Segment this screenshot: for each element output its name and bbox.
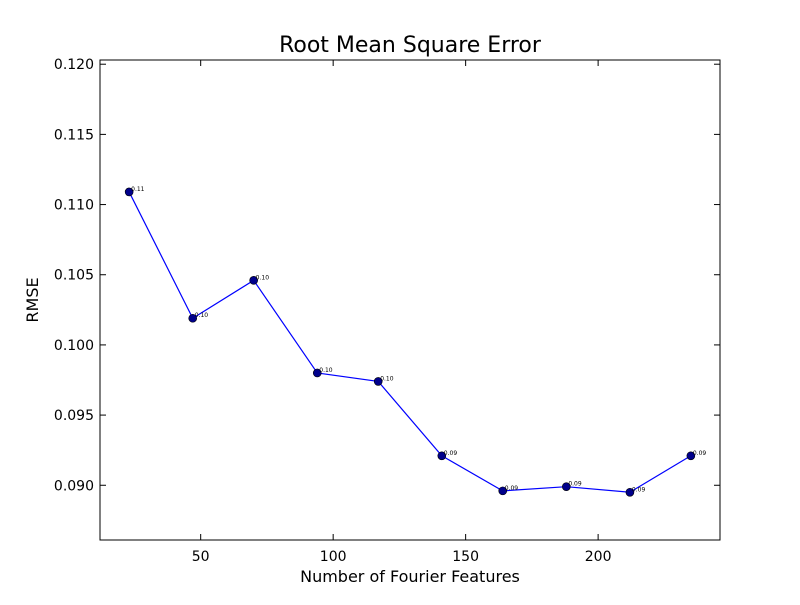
data-point-label: 0.10 (380, 375, 394, 382)
data-point (373, 377, 383, 386)
data-point (437, 451, 447, 461)
data-point (249, 276, 258, 285)
data-point (498, 486, 508, 496)
data-point-label: 0.09 (693, 450, 707, 457)
y-tick-label: 0.120 (54, 57, 94, 73)
data-point-label: 0.09 (568, 481, 582, 488)
x-tick-label: 50 (192, 549, 210, 565)
x-tick-label: 200 (585, 549, 612, 565)
chart-title: Root Mean Square Error (279, 33, 542, 58)
data-point-label: 0.09 (505, 485, 519, 492)
data-point-label: 0.09 (444, 450, 458, 457)
x-tick-label: 100 (320, 549, 347, 565)
y-tick-label: 0.110 (54, 198, 94, 214)
y-tick-label: 0.095 (54, 408, 94, 424)
y-axis-label: RMSE (23, 277, 42, 322)
data-point (312, 368, 322, 378)
y-tick-label: 0.115 (54, 127, 94, 143)
data-point-label: 0.10 (256, 274, 270, 281)
axis-ticks-layer: 50 100 150 200 0.090 0.095 0.100 0.105 0.110 0.11… (54, 57, 720, 565)
x-axis-label: Number of Fourier Features (300, 567, 520, 586)
plot-area-frame (99, 59, 721, 541)
y-tick-label: 0.100 (54, 338, 94, 354)
data-point-label: 0.11 (131, 186, 145, 193)
series-line (128, 191, 692, 493)
data-point (562, 482, 571, 491)
data-point (188, 313, 198, 323)
data-point-label: 0.10 (319, 367, 333, 374)
data-point (625, 487, 635, 497)
data-point (686, 451, 696, 461)
y-tick-label: 0.090 (54, 478, 94, 494)
x-tick-label: 150 (452, 549, 479, 565)
data-point (124, 187, 134, 197)
y-tick-label: 0.105 (54, 268, 94, 284)
data-point-label: 0.10 (195, 312, 209, 319)
series-layer: 0.11 0.10 0.10 0.10 0.10 0.09 0.09 0.09 0.09 0.09 (124, 186, 707, 497)
data-point-label: 0.09 (632, 486, 646, 493)
